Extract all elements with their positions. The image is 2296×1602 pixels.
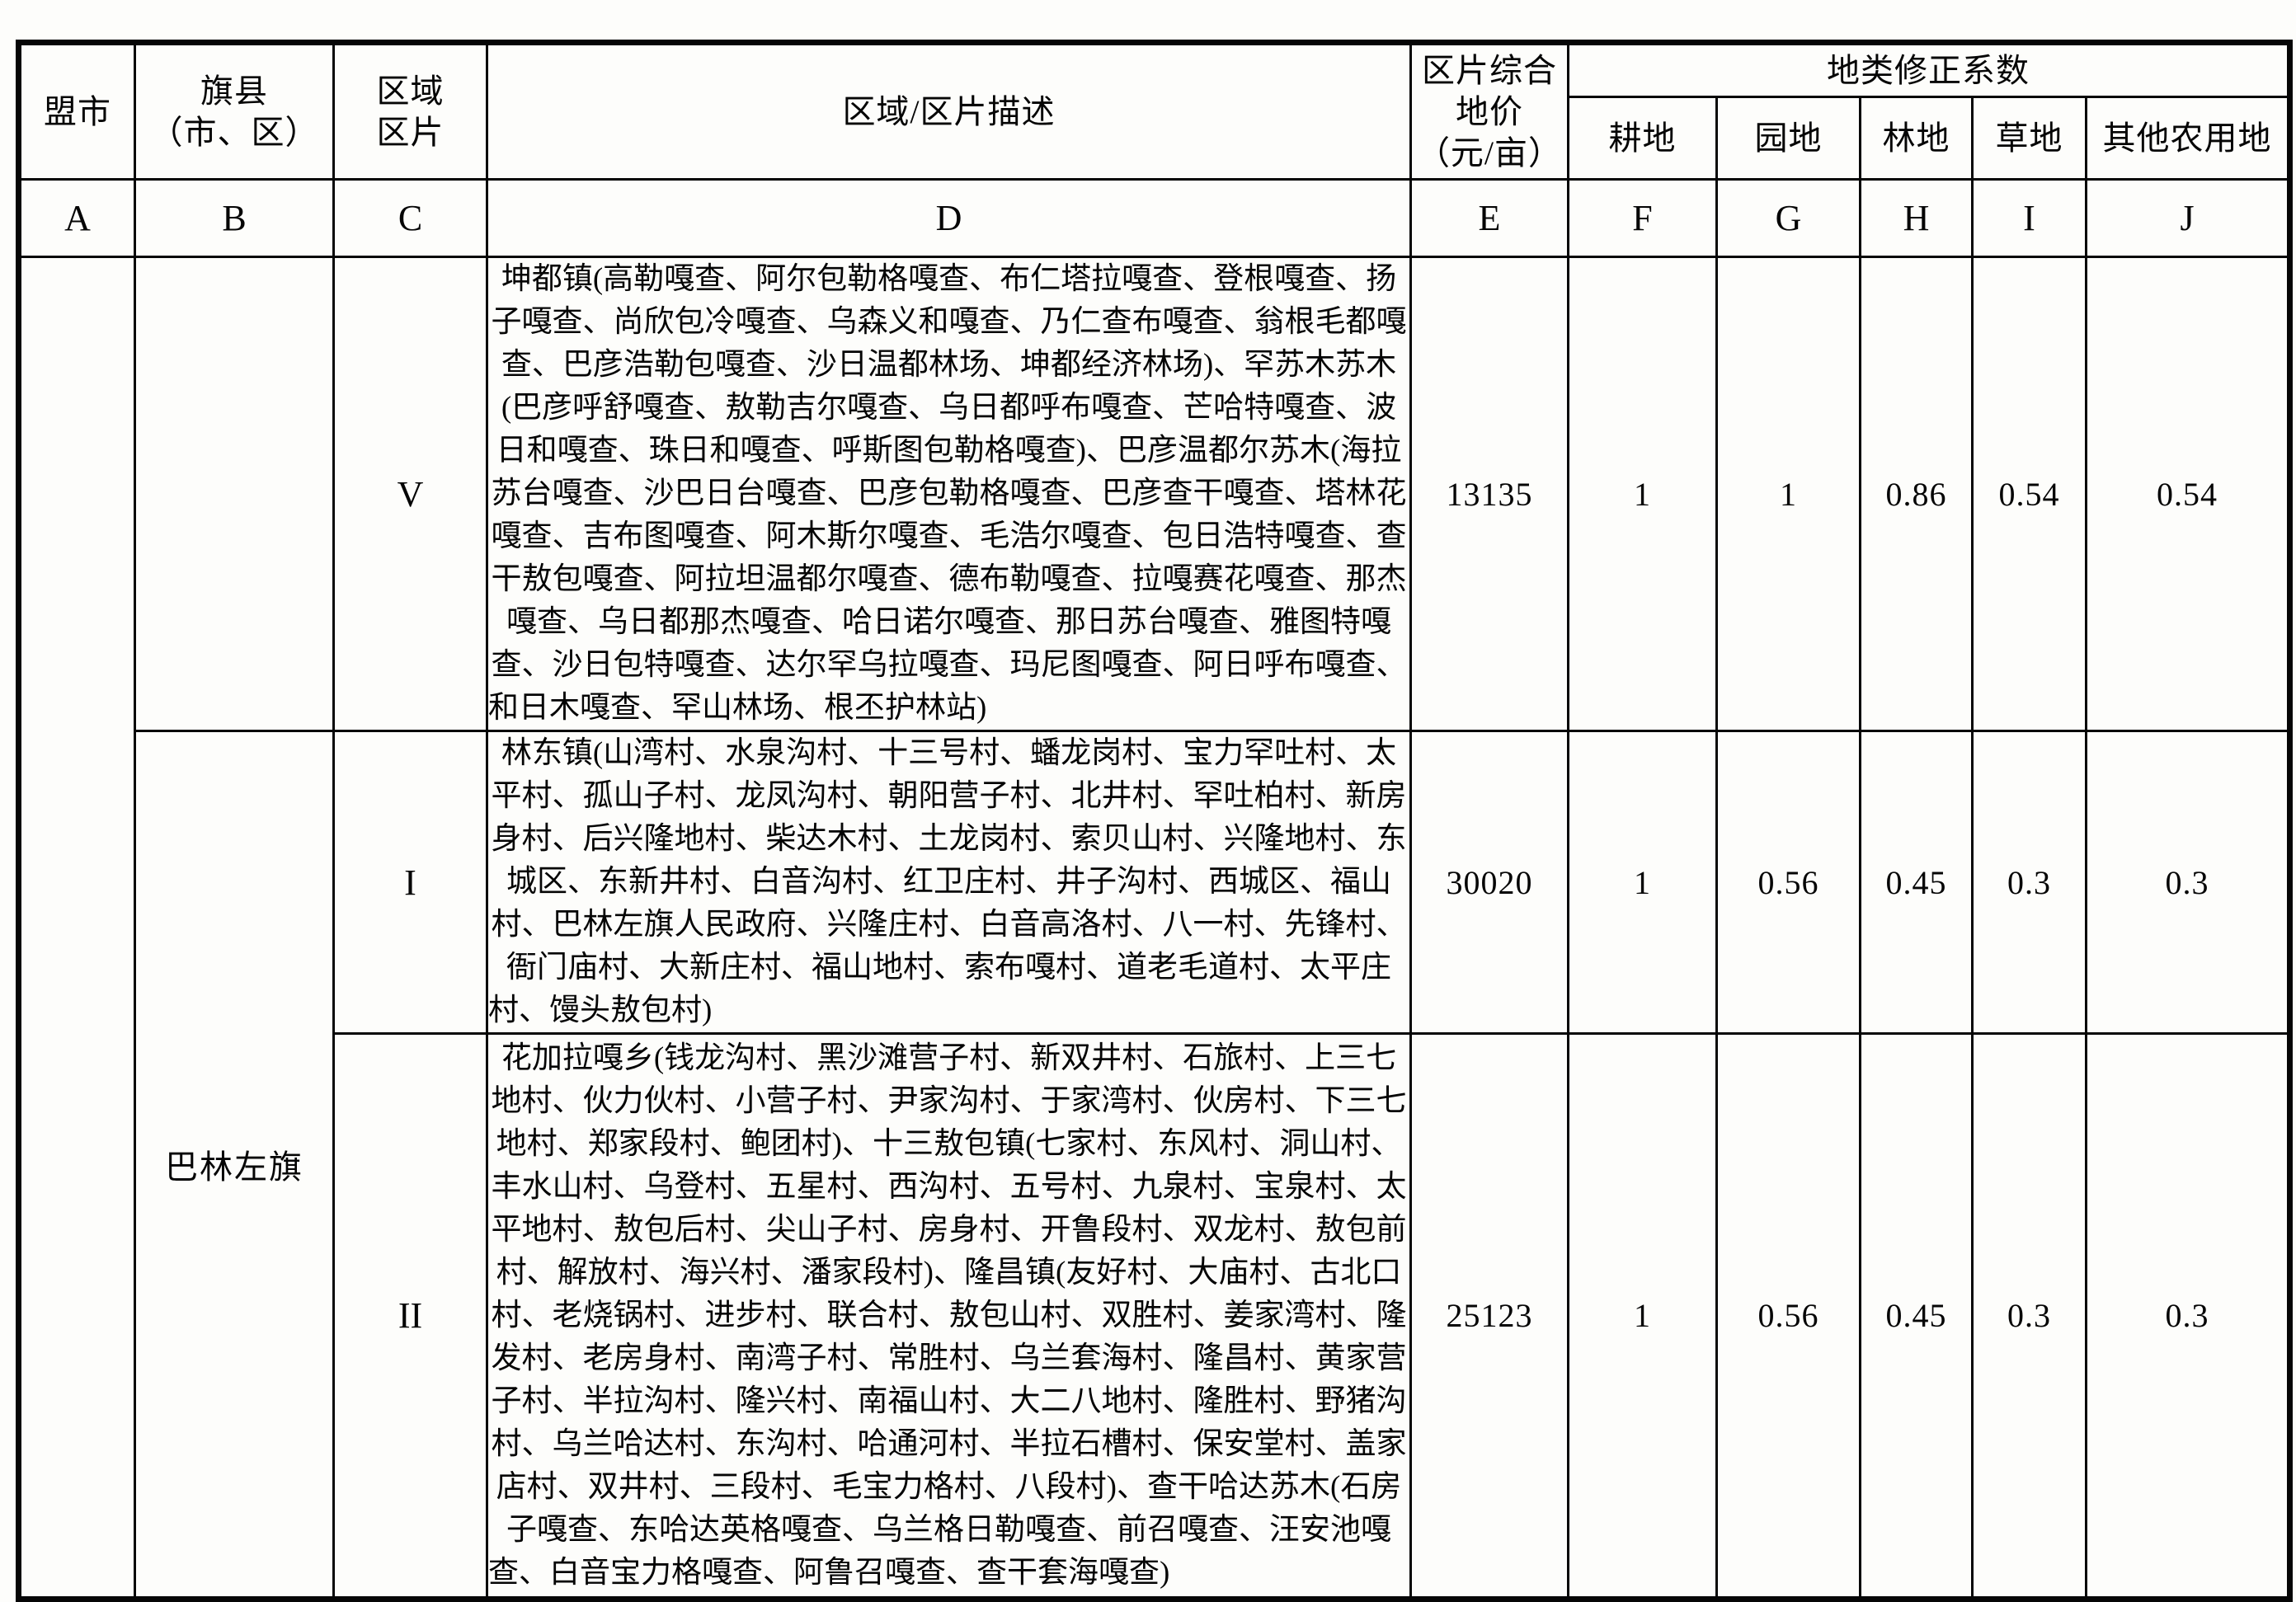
price-cell: 25123 [1409, 1032, 1569, 1600]
coef-cell-forest: 0.45 [1859, 730, 1974, 1035]
description-cell: 林东镇(山湾村、水泉沟村、十三号村、蟠龙岗村、宝力罕吐村、太平村、孤山子村、龙凤… [486, 730, 1412, 1035]
coef-cell-grass: 0.3 [1971, 1032, 2087, 1600]
coef-cell-cultivated: 1 [1567, 730, 1718, 1035]
price-cell: 30020 [1409, 730, 1569, 1035]
coef-cell-cultivated: 1 [1567, 1032, 1718, 1600]
header-league-label: 盟市 [44, 92, 111, 130]
coef-cell-other: 0.3 [2084, 730, 2292, 1035]
coef-cell-garden: 0.56 [1715, 1032, 1861, 1600]
county-cell: 巴林左旗 [134, 730, 335, 1600]
league-cell-empty [17, 256, 136, 1600]
land-price-table: 盟市 旗县 （市、区） 区域 区片 区域/区片描述 区片综合 地价 （元/亩） … [16, 40, 2294, 1602]
column-letter-c: C [332, 178, 488, 258]
coef-cell-garden: 1 [1715, 256, 1861, 732]
header-coef-group: 地类修正系数 [1566, 41, 2292, 98]
zone-cell: I [332, 730, 488, 1035]
coef-cell-forest: 0.45 [1859, 1032, 1974, 1600]
column-letter-e: E [1409, 178, 1569, 258]
column-letter-a: A [17, 178, 136, 258]
description-cell: 坤都镇(高勒嘎查、阿尔包勒格嘎查、布仁塔拉嘎查、登根嘎查、扬子嘎查、尚欣包冷嘎查… [486, 256, 1412, 732]
column-letter-i: I [1971, 178, 2087, 258]
coef-cell-grass: 0.54 [1971, 256, 2087, 732]
county-cell-empty [134, 256, 335, 732]
coef-cell-garden: 0.56 [1715, 730, 1861, 1035]
coef-cell-forest: 0.86 [1859, 256, 1974, 732]
header-coef-forest: 林地 [1859, 96, 1974, 181]
header-county: 旗县 （市、区） [134, 41, 335, 181]
column-letter-h: H [1859, 178, 1974, 258]
description-cell: 花加拉嘎乡(钱龙沟村、黑沙滩营子村、新双井村、石旅村、上三七地村、伙力伙村、小营… [486, 1032, 1412, 1600]
table-row-zone-v: V 坤都镇(高勒嘎查、阿尔包勒格嘎查、布仁塔拉嘎查、登根嘎查、扬子嘎查、尚欣包冷… [17, 256, 2292, 1600]
column-letter-g: G [1715, 178, 1861, 258]
coef-cell-other: 0.54 [2084, 256, 2292, 732]
header-zone: 区域 区片 [332, 41, 488, 181]
table-row-zone-i: 巴林左旗 I 林东镇(山湾村、水泉沟村、十三号村、蟠龙岗村、宝力罕吐村、太平村、… [19, 730, 2292, 1600]
zone-cell: V [332, 256, 488, 732]
coef-cell-cultivated: 1 [1567, 256, 1718, 732]
column-letter-j: J [2084, 178, 2292, 258]
column-letter-d: D [486, 178, 1412, 258]
header-coef-other: 其他农用地 [2084, 96, 2292, 181]
header-row-group: 盟市 旗县 （市、区） 区域 区片 区域/区片描述 区片综合 地价 （元/亩） … [17, 41, 2292, 181]
header-league: 盟市 [17, 41, 136, 181]
header-coef-grass: 草地 [1971, 96, 2087, 181]
price-cell: 13135 [1409, 256, 1569, 732]
coef-cell-grass: 0.3 [1971, 730, 2087, 1035]
header-price: 区片综合 地价 （元/亩） [1409, 41, 1569, 181]
zone-cell: II [332, 1032, 488, 1600]
header-coef-cultivated: 耕地 [1567, 96, 1718, 181]
header-row-sub: 耕地 园地 林地 草地 其他农用地 [19, 96, 2292, 181]
column-letter-row: A B C D E F G H I J [17, 178, 2292, 258]
column-letter-b: B [134, 178, 335, 258]
table-row-zone-ii: II 花加拉嘎乡(钱龙沟村、黑沙滩营子村、新双井村、石旅村、上三七地村、伙力伙村… [19, 1032, 2292, 1600]
header-description: 区域/区片描述 [486, 41, 1412, 181]
coef-cell-other: 0.3 [2084, 1032, 2292, 1600]
column-letter-f: F [1567, 178, 1718, 258]
header-coef-garden: 园地 [1715, 96, 1861, 181]
